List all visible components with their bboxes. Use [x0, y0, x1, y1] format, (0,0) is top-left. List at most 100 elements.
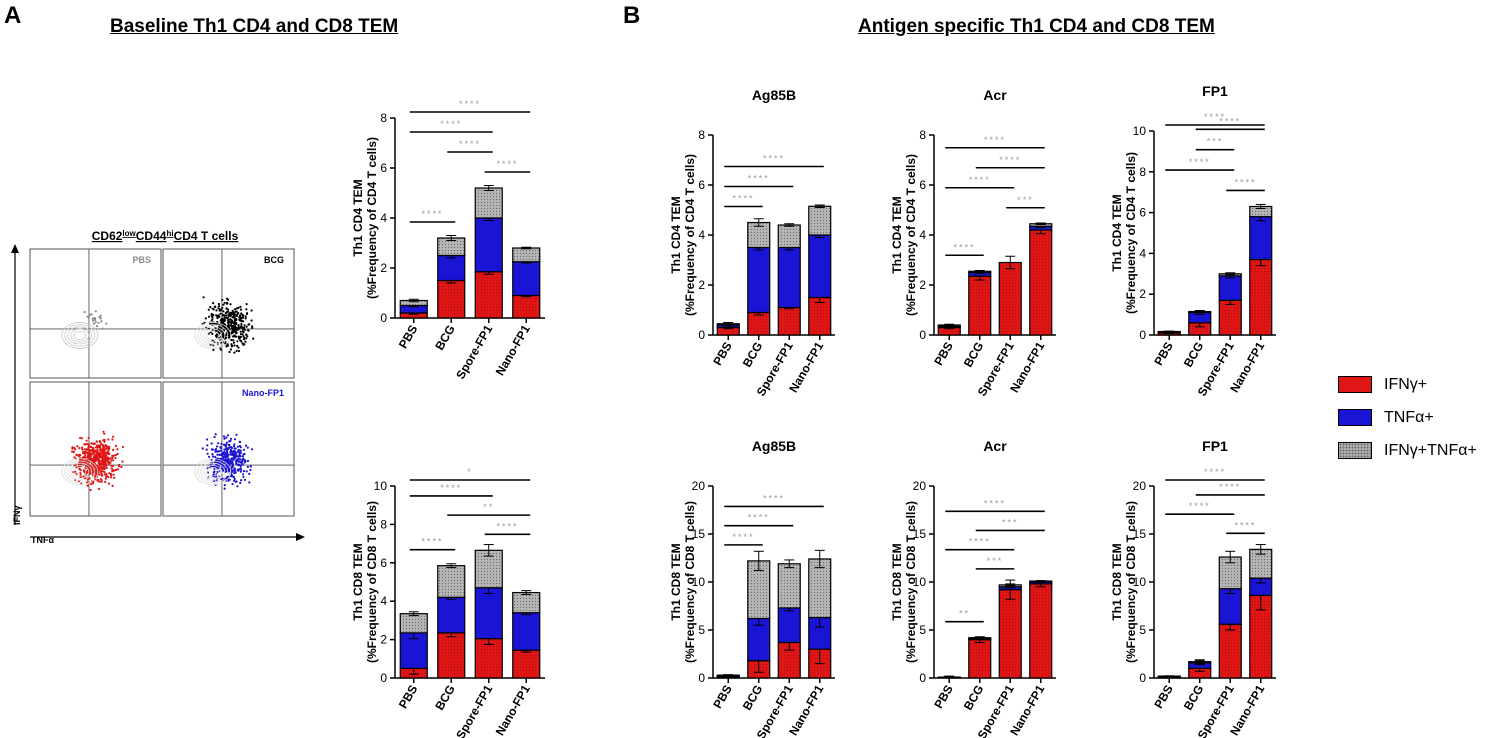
x-tick-label: Nano-FP1 — [493, 682, 533, 738]
bar-segment — [808, 296, 832, 336]
flow-event — [237, 324, 240, 327]
y-axis-label-line: (%Frequency of CD4 T cells) — [683, 154, 697, 316]
flow-event — [107, 482, 111, 485]
flow-event — [248, 481, 251, 484]
flow-event — [240, 325, 243, 328]
flow-event — [116, 452, 119, 455]
flow-event — [243, 452, 246, 456]
significance-stars: **** — [1204, 467, 1226, 477]
bar-segment — [777, 306, 801, 336]
flow-event — [236, 313, 239, 316]
flow-event — [113, 476, 116, 479]
flow-event — [237, 464, 240, 467]
bar-segment — [1249, 258, 1273, 336]
flow-contour — [206, 330, 220, 341]
flow-event — [248, 472, 251, 476]
flow-event — [105, 466, 108, 469]
flow-event — [239, 330, 242, 333]
flow-event — [229, 459, 232, 462]
flow-event — [120, 465, 123, 469]
y-tick-label: 5 — [698, 623, 705, 637]
significance-stars: *** — [1002, 517, 1019, 527]
flow-event — [99, 314, 102, 317]
significance-stars: **** — [1189, 501, 1211, 511]
flow-event — [232, 326, 235, 329]
significance-stars: **** — [999, 155, 1021, 165]
flow-event — [228, 440, 231, 443]
flow-event — [78, 447, 81, 450]
flow-event — [229, 315, 232, 318]
flow-event — [118, 463, 121, 467]
flow-event — [91, 449, 94, 452]
flow-event — [224, 452, 227, 455]
y-axis-label: Th1 CD4 TEM(%Frequency of CD4 T cells) — [351, 137, 379, 299]
flow-event — [101, 448, 104, 451]
flow-event — [87, 484, 90, 487]
flow-event — [210, 442, 213, 445]
flow-event — [107, 438, 110, 441]
bar-segment — [777, 224, 801, 249]
chart-title: FP1 — [1202, 83, 1228, 99]
flow-event — [98, 452, 101, 455]
flow-event — [74, 448, 77, 451]
flow-event — [93, 316, 96, 320]
flow-event — [231, 452, 234, 456]
flow-event — [233, 443, 236, 446]
flow-event — [107, 462, 110, 465]
flow-event — [241, 463, 244, 466]
legend-label-both: IFNγ+TNFα+ — [1384, 441, 1477, 459]
significance-stars: **** — [421, 537, 443, 547]
bar-segment — [512, 294, 541, 319]
x-tick-label: PBS — [931, 340, 955, 368]
flow-event — [242, 326, 246, 329]
y-tick-label: 0 — [1139, 671, 1146, 685]
flow-event — [242, 457, 245, 460]
significance-stars: **** — [763, 154, 785, 164]
bar-segment — [512, 612, 541, 651]
flow-event — [103, 467, 106, 471]
flow-event — [71, 450, 74, 453]
flow-event — [102, 430, 105, 433]
flow-event — [112, 454, 115, 457]
flow-event — [95, 325, 99, 328]
flow-event — [213, 470, 216, 473]
flow-event — [121, 460, 124, 463]
flow-event — [103, 458, 106, 461]
flow-event — [90, 313, 93, 316]
flow-event — [238, 460, 241, 463]
y-tick-label: 2 — [380, 633, 387, 647]
flow-event — [228, 350, 231, 354]
y-tick-label: 8 — [1139, 165, 1146, 179]
y-axis-label: Th1 CD8 TEM(%Frequency of CD8 T cells) — [669, 501, 697, 663]
flow-event — [95, 440, 99, 443]
flow-event — [224, 455, 227, 458]
flow-event — [104, 444, 107, 447]
flow-event — [216, 470, 219, 474]
flow-event — [245, 303, 248, 306]
flow-event — [211, 453, 214, 456]
flow-event — [233, 447, 236, 450]
bar-segment — [437, 254, 466, 282]
flow-event — [84, 454, 87, 457]
significance-stars: **** — [496, 159, 518, 169]
flow-event — [239, 464, 242, 468]
legend-swatch-ifng — [1338, 376, 1372, 393]
chart-title: Ag85B — [752, 87, 796, 103]
flow-event — [90, 442, 93, 445]
flow-event — [99, 444, 102, 447]
bar-segment — [437, 596, 466, 634]
bar-segment — [437, 279, 466, 319]
significance-stars: * — [467, 467, 473, 477]
flow-event — [236, 485, 239, 488]
flow-contour — [200, 326, 226, 345]
flow-event — [229, 453, 232, 456]
y-tick-label: 2 — [1139, 287, 1146, 301]
flow-plot-frame — [29, 248, 162, 379]
y-axis-label: Th1 CD4 TEM(%Frequency of CD4 T cells) — [890, 154, 918, 316]
significance-stars: ** — [959, 609, 970, 619]
flow-event — [74, 470, 77, 473]
flow-contour — [200, 462, 226, 481]
flow-event — [102, 439, 105, 442]
flow-event — [94, 310, 97, 313]
flow-event — [84, 443, 87, 446]
